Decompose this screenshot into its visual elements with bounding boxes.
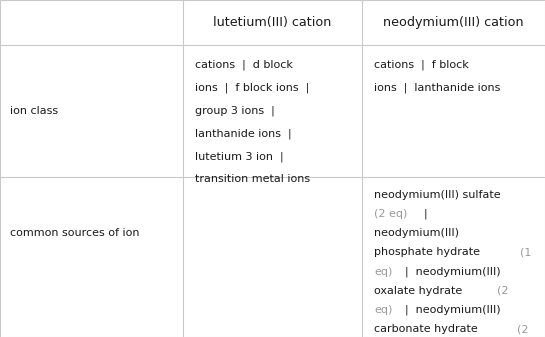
Text: group 3 ions  |: group 3 ions | xyxy=(195,105,274,116)
Text: (2 eq): (2 eq) xyxy=(374,209,408,219)
Text: (2: (2 xyxy=(498,286,509,296)
Text: neodymium(III) sulfate: neodymium(III) sulfate xyxy=(374,190,501,200)
Text: neodymium(III): neodymium(III) xyxy=(374,228,459,238)
Bar xyxy=(183,177,362,337)
Text: carbonate hydrate: carbonate hydrate xyxy=(374,324,485,334)
Bar xyxy=(183,0,362,45)
Text: (2: (2 xyxy=(517,324,529,334)
Text: eq): eq) xyxy=(374,305,393,315)
Text: cations  |  f block: cations | f block xyxy=(374,60,469,70)
Text: (1: (1 xyxy=(520,247,531,257)
Bar xyxy=(362,0,545,45)
Text: |: | xyxy=(417,209,428,219)
Text: |  neodymium(III): | neodymium(III) xyxy=(398,267,501,277)
Text: lanthanide ions  |: lanthanide ions | xyxy=(195,128,291,139)
Text: lutetium(III) cation: lutetium(III) cation xyxy=(213,16,332,29)
Bar xyxy=(362,45,545,177)
Text: lutetium 3 ion  |: lutetium 3 ion | xyxy=(195,151,283,162)
Text: |  neodymium(III): | neodymium(III) xyxy=(398,305,501,315)
Text: common sources of ion: common sources of ion xyxy=(10,228,140,238)
Text: oxalate hydrate: oxalate hydrate xyxy=(374,286,470,296)
Text: phosphate hydrate: phosphate hydrate xyxy=(374,247,487,257)
Text: cations  |  d block: cations | d block xyxy=(195,60,293,70)
Text: ion class: ion class xyxy=(10,106,58,116)
Bar xyxy=(362,177,545,337)
Text: ions  |  lanthanide ions: ions | lanthanide ions xyxy=(374,83,501,93)
Bar xyxy=(183,45,362,177)
Text: transition metal ions: transition metal ions xyxy=(195,174,310,184)
Bar xyxy=(0,177,183,337)
Text: eq): eq) xyxy=(374,267,393,277)
Text: neodymium(III) cation: neodymium(III) cation xyxy=(383,16,524,29)
Bar xyxy=(0,45,183,177)
Text: ions  |  f block ions  |: ions | f block ions | xyxy=(195,83,309,93)
Bar xyxy=(0,0,183,45)
